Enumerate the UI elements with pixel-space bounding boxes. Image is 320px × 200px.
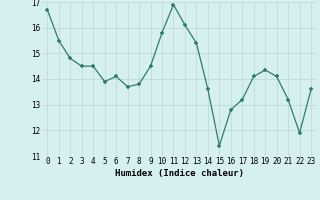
X-axis label: Humidex (Indice chaleur): Humidex (Indice chaleur) xyxy=(115,169,244,178)
